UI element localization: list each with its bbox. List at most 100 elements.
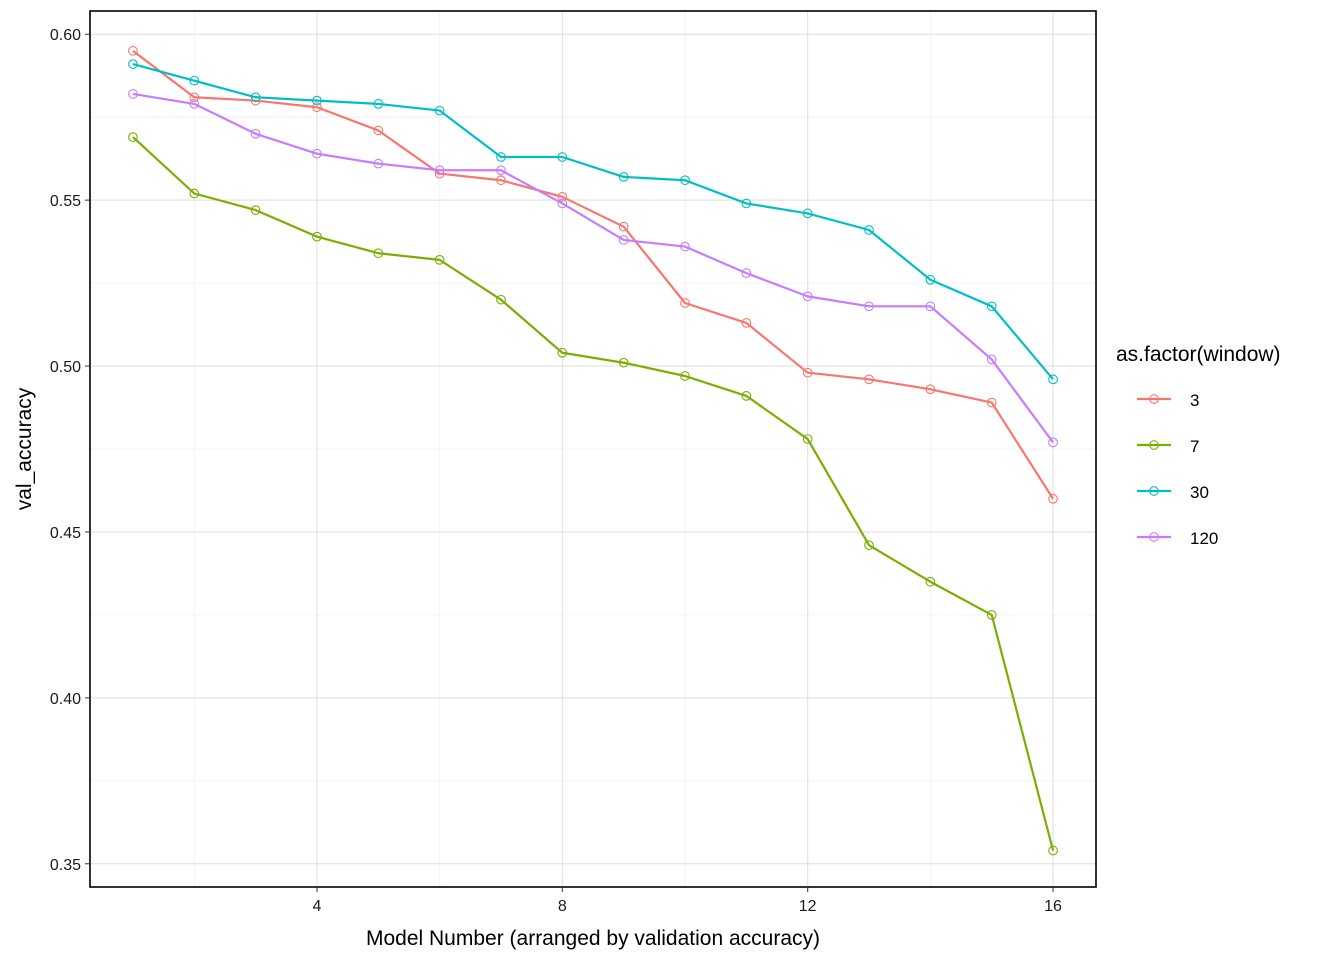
y-tick-label: 0.45 (50, 525, 81, 542)
data-point (986, 610, 997, 620)
data-point (434, 255, 445, 265)
data-point (680, 298, 690, 308)
data-point (312, 95, 322, 106)
data-point (434, 105, 445, 116)
series-7 (128, 132, 1058, 856)
data-point (250, 128, 261, 139)
legend-key-point (1149, 486, 1159, 496)
legend-key-point (1149, 440, 1159, 450)
data-point (925, 301, 936, 312)
y-tick-label: 0.35 (50, 857, 81, 874)
data-point (557, 347, 568, 358)
series-line-7 (132, 136, 1055, 851)
data-point (312, 231, 322, 242)
data-point (1048, 437, 1058, 448)
x-tick-label: 8 (558, 898, 567, 915)
y-tick-label: 0.55 (50, 193, 81, 210)
series-layer (128, 45, 1058, 856)
legend-title: as.factor(window) (1116, 343, 1281, 366)
legend-key-point (1149, 394, 1159, 404)
y-axis-title: val_accuracy (13, 387, 36, 510)
data-point (496, 165, 506, 176)
data-point (986, 354, 997, 365)
legend-item-120: 120 (1137, 529, 1218, 548)
data-point (496, 294, 506, 305)
y-tick-label: 0.50 (50, 359, 81, 376)
data-point (189, 75, 200, 86)
data-point (802, 291, 813, 302)
data-point (680, 175, 690, 186)
data-point (557, 152, 568, 162)
y-tick-label: 0.60 (50, 27, 81, 44)
plot-border (89, 10, 1097, 888)
data-point (128, 45, 138, 56)
legend-label: 3 (1190, 391, 1199, 410)
grid-major (90, 11, 1096, 887)
data-point (250, 92, 261, 103)
data-point (864, 301, 874, 312)
data-point (434, 165, 445, 176)
data-point (618, 172, 629, 182)
series-120 (128, 89, 1058, 448)
series-line-3 (132, 49, 1054, 500)
grid-minor (90, 11, 1096, 887)
legend-key-point (1149, 532, 1159, 542)
data-point (312, 148, 322, 159)
data-point (741, 198, 752, 209)
data-point (802, 367, 813, 378)
data-point (741, 391, 752, 401)
x-axis-title: Model Number (arranged by validation acc… (366, 927, 820, 950)
data-point (496, 152, 506, 162)
data-point (373, 158, 384, 169)
data-point (741, 318, 752, 328)
data-point (496, 175, 506, 186)
data-point (189, 92, 200, 103)
data-point (864, 374, 874, 385)
data-point (373, 99, 384, 109)
data-point (1048, 374, 1058, 385)
x-tick-label: 12 (799, 898, 817, 915)
data-point (802, 208, 813, 219)
data-point (925, 274, 936, 285)
legend-label: 7 (1190, 437, 1199, 456)
data-point (1048, 845, 1058, 856)
x-axis: 4 8 12 16 (313, 887, 1062, 915)
data-point (680, 241, 690, 252)
data-point (128, 59, 138, 69)
data-point (557, 191, 568, 202)
y-axis: 0.35 0.40 0.45 0.50 0.55 0.60 (50, 27, 90, 874)
data-point (925, 576, 936, 587)
data-point (128, 89, 138, 99)
data-point (680, 371, 690, 381)
data-point (189, 188, 200, 199)
data-point (864, 540, 874, 551)
data-point (618, 357, 629, 368)
data-point (373, 125, 384, 136)
data-point (557, 198, 568, 209)
series-30 (128, 59, 1058, 385)
data-point (128, 132, 138, 142)
data-point (250, 205, 261, 215)
data-point (373, 248, 384, 259)
legend-item-3: 3 (1137, 391, 1199, 410)
data-point (312, 102, 322, 113)
x-tick-label: 16 (1044, 898, 1062, 915)
series-line-30 (132, 63, 1054, 381)
data-point (189, 99, 200, 109)
legend-label: 120 (1190, 529, 1218, 548)
legend-label: 30 (1190, 483, 1209, 502)
legend-item-7: 7 (1137, 437, 1199, 456)
series-line-120 (132, 92, 1054, 444)
legend-item-30: 30 (1137, 483, 1209, 502)
data-point (925, 384, 936, 395)
data-point (618, 221, 629, 232)
data-point (618, 235, 629, 245)
y-tick-label: 0.40 (50, 691, 81, 708)
x-tick-label: 4 (313, 898, 322, 915)
legend: as.factor(window) 3 7 30 120 (1116, 343, 1281, 548)
data-point (986, 397, 997, 408)
data-point (741, 268, 752, 278)
data-point (1048, 493, 1058, 504)
data-point (986, 301, 997, 312)
